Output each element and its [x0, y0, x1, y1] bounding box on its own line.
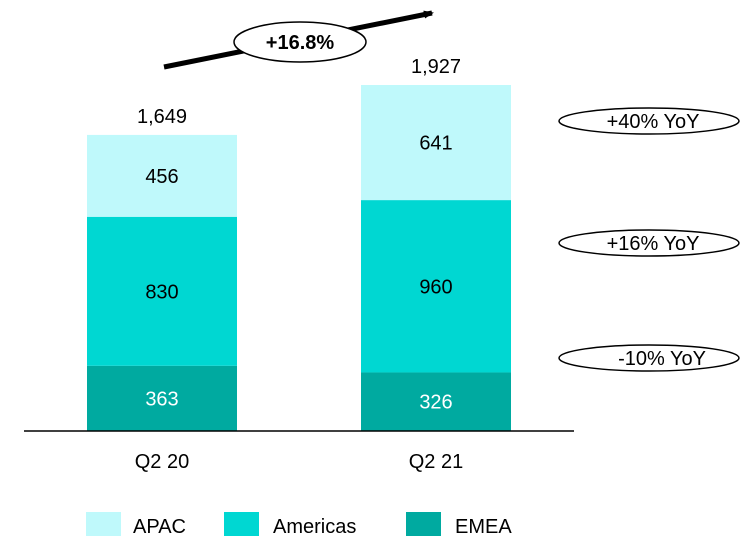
- bar-emea-q2-20: [87, 365, 237, 431]
- legend-swatch-americas: [224, 512, 259, 536]
- bar-americas-q2-21: [361, 200, 511, 373]
- growth-ellipse: [233, 21, 367, 63]
- total-label-q2-21: 1,927: [411, 56, 461, 78]
- value-label-americas-q2-21: 960: [419, 276, 452, 298]
- yoy-label-americas: +16% YoY: [607, 233, 700, 255]
- legend-label-americas: Americas: [273, 516, 356, 538]
- bar-apac-q2-21: [361, 85, 511, 201]
- legend-swatch-apac: [86, 512, 121, 536]
- total-label-q2-20: 1,649: [137, 106, 187, 128]
- bar-emea-q2-21: [361, 372, 511, 431]
- yoy-callouts: +40% YoY +16% YoY -10% YoY: [558, 107, 740, 372]
- yoy-callout-americas: +16% YoY: [558, 229, 740, 257]
- value-label-apac-q2-21: 641: [419, 133, 452, 155]
- growth-indicator: +16.8%: [163, 10, 434, 70]
- yoy-ellipse: [558, 107, 740, 135]
- value-label-americas-q2-20: 830: [145, 281, 178, 303]
- growth-label: +16.8%: [266, 32, 335, 54]
- total-labels: 1,649 1,927: [137, 56, 461, 128]
- yoy-callout-emea: -10% YoY: [558, 344, 740, 372]
- category-labels: Q2 20 Q2 21: [135, 451, 463, 473]
- legend-swatch-emea: [406, 512, 441, 536]
- yoy-ellipse: [558, 344, 740, 372]
- bar-americas-q2-20: [87, 216, 237, 366]
- yoy-label-emea: -10% YoY: [618, 348, 706, 370]
- yoy-label-apac: +40% YoY: [607, 111, 700, 133]
- bar-segments: [87, 85, 511, 431]
- value-label-emea-q2-21: 326: [419, 392, 452, 414]
- legend-label-emea: EMEA: [455, 516, 512, 538]
- category-label-q2-21: Q2 21: [409, 451, 463, 473]
- value-label-emea-q2-20: 363: [145, 388, 178, 410]
- bar-apac-q2-20: [87, 134, 237, 217]
- yoy-ellipse: [558, 229, 740, 257]
- segment-labels: 363 830 456 326 960 641: [145, 133, 452, 414]
- category-label-q2-20: Q2 20: [135, 451, 189, 473]
- yoy-callout-apac: +40% YoY: [558, 107, 740, 135]
- legend: APAC Americas EMEA: [86, 512, 512, 538]
- value-label-apac-q2-20: 456: [145, 166, 178, 188]
- legend-label-apac: APAC: [133, 516, 186, 538]
